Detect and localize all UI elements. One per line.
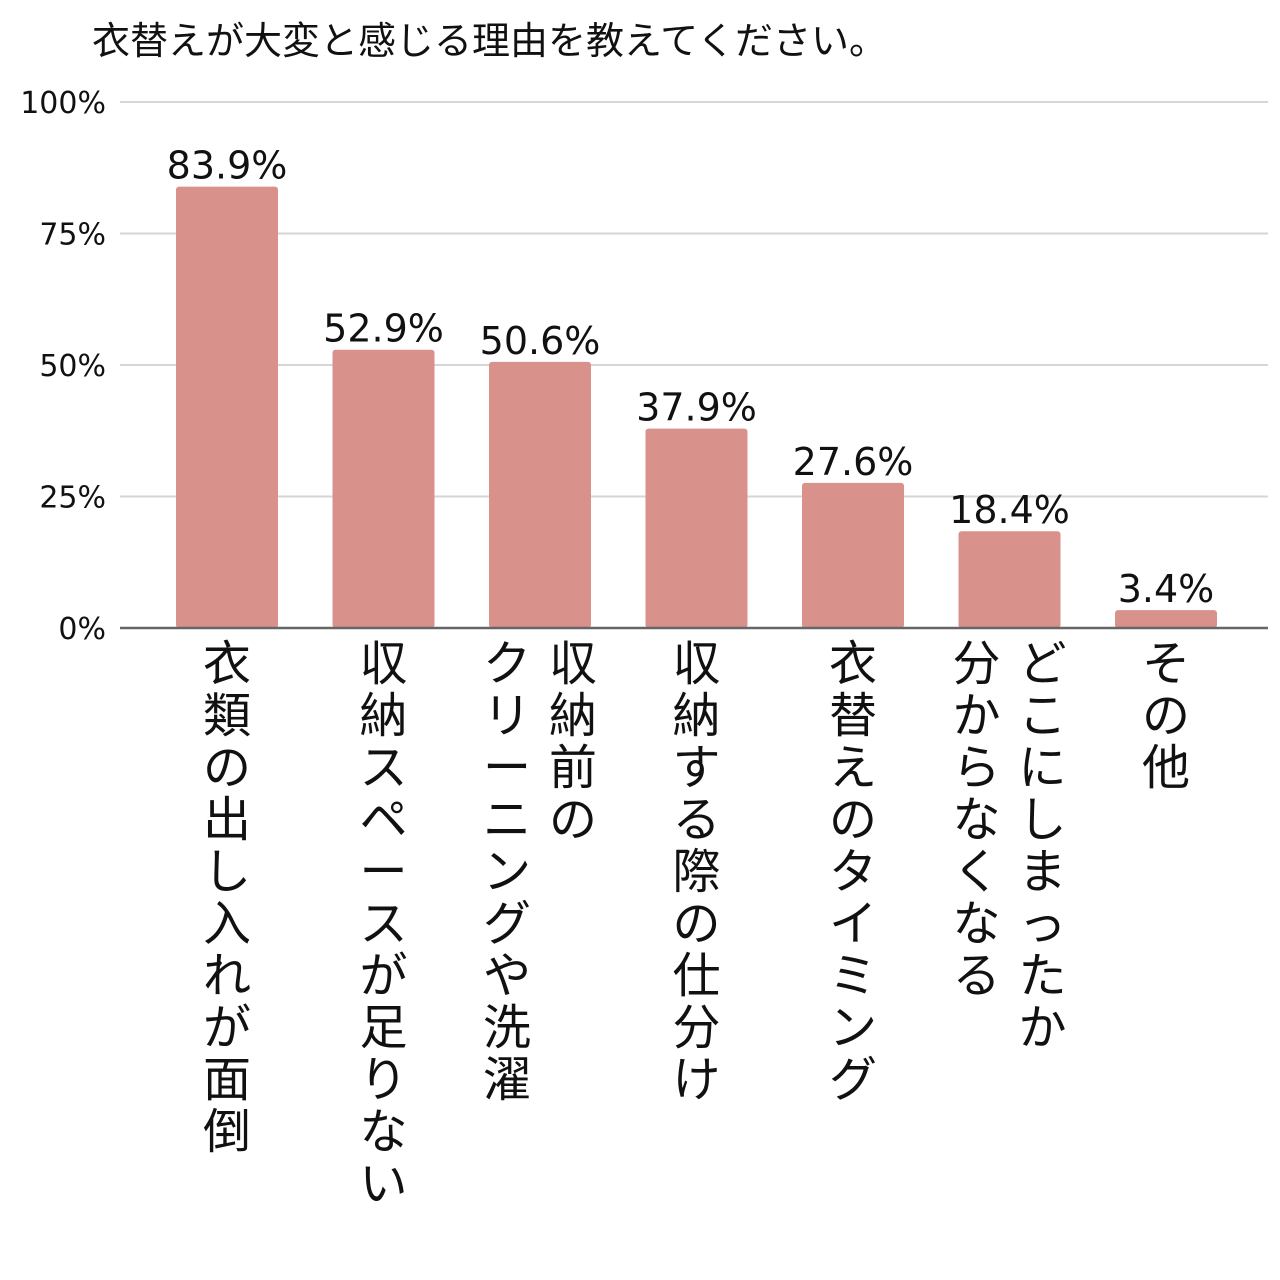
value-label: 52.9% <box>323 307 444 351</box>
y-tick-label: 100% <box>20 86 106 121</box>
category-label-column: 衣類の出し入れが面倒 <box>203 636 251 1160</box>
value-label: 27.6% <box>793 440 914 484</box>
category-label-column: 収納する際の仕分け <box>672 636 720 1108</box>
chart-title: 衣替えが大変と感じる理由を教えてください。 <box>92 19 887 63</box>
value-label: 37.9% <box>636 386 757 430</box>
bar <box>958 531 1061 628</box>
value-label: 50.6% <box>480 319 601 363</box>
category-label-column: クリーニングや洗濯 <box>483 636 531 1108</box>
y-tick-label: 50% <box>39 349 106 384</box>
category-label: 衣替えのタイミング <box>829 636 877 1108</box>
category-label: 衣類の出し入れが面倒 <box>203 636 251 1160</box>
bars <box>176 186 1217 628</box>
bar <box>489 361 591 628</box>
value-label: 83.9% <box>167 144 288 188</box>
category-label-column: その他 <box>1142 636 1190 796</box>
category-label-column: どこにしまったか <box>1018 636 1066 1056</box>
bar <box>1115 610 1217 628</box>
category-label: 収納スペースが足りない <box>359 636 407 1212</box>
bar <box>332 349 435 628</box>
bar <box>802 482 904 628</box>
category-label: 収納する際の仕分け <box>672 636 720 1108</box>
category-label-column: 収納スペースが足りない <box>359 636 407 1212</box>
category-label-column: 収納前の <box>549 636 597 848</box>
y-axis-tick-labels: 0% 25% 50% 75% 100% <box>20 86 106 647</box>
value-label: 18.4% <box>949 488 1070 532</box>
category-label-column: 衣替えのタイミング <box>829 636 877 1108</box>
value-labels: 83.9% 52.9% 50.6% 37.9% 27.6% 18.4% 3.4% <box>167 144 1215 611</box>
bar <box>645 428 748 628</box>
category-label: その他 <box>1142 636 1190 796</box>
y-tick-label: 25% <box>39 481 106 516</box>
category-label-column: 分からなくなる <box>952 636 1000 1004</box>
y-tick-label: 0% <box>58 612 106 647</box>
value-label: 3.4% <box>1118 567 1215 611</box>
bar <box>176 186 278 628</box>
y-tick-label: 75% <box>39 218 106 253</box>
